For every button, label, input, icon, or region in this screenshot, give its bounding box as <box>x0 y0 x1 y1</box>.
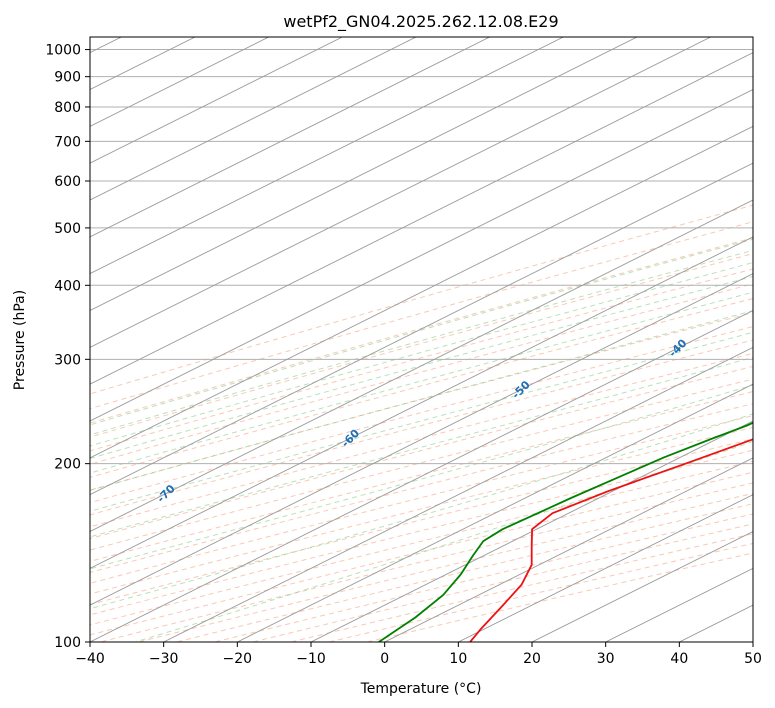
y-tick-label: 600 <box>54 174 81 190</box>
x-tick-label: −40 <box>75 651 105 667</box>
y-tick-label: 200 <box>54 457 81 473</box>
y-tick-label: 900 <box>54 70 81 86</box>
dry-adiabat-line <box>90 326 753 504</box>
isotherm-gridline <box>90 37 638 312</box>
plot-frame <box>89 36 754 643</box>
isotherm-gridline <box>90 309 753 642</box>
isotherm-gridline <box>458 494 753 642</box>
isotherm-gridline <box>90 37 343 164</box>
sounding-series <box>378 421 753 642</box>
y-tick-label: 700 <box>54 134 81 150</box>
isotherm-gridline <box>90 88 753 422</box>
y-axis: 100 200 300 400 500 600 700 800 900 1000 <box>45 43 90 651</box>
isotherm-gridline <box>90 37 417 201</box>
isotherm-gridline <box>310 420 753 642</box>
y-tick-label: 100 <box>54 635 81 651</box>
isotherm-gridline <box>90 199 753 533</box>
y-axis-label: Pressure (hPa) <box>12 290 28 390</box>
x-tick-label: 0 <box>380 651 389 667</box>
chart-title: wetPf2_GN04.2025.262.12.08.E29 <box>283 12 558 32</box>
dry-adiabat-line <box>90 253 753 438</box>
isotherm-gridline <box>90 37 490 238</box>
isotherm-gridline <box>90 52 753 385</box>
isotherm-gridline <box>90 273 753 606</box>
isotherm-gridline <box>163 346 753 642</box>
dry-adiabat-line <box>90 297 753 478</box>
x-tick-label: 20 <box>523 651 541 667</box>
y-tick-label: 500 <box>54 221 81 237</box>
y-tick-label: 400 <box>54 278 81 294</box>
isotherm-gridline <box>237 383 753 642</box>
dry-adiabat-line <box>90 339 753 516</box>
dewpoint-line <box>378 421 753 642</box>
moist-adiabat-line <box>90 249 753 436</box>
isotherm-gridline <box>90 37 711 348</box>
temperature-line <box>469 438 753 642</box>
x-tick-label: 30 <box>597 651 615 667</box>
x-tick-label: 10 <box>449 651 467 667</box>
isotherm-gridline <box>90 125 753 459</box>
x-tick-label: −10 <box>296 651 326 667</box>
y-tick-label: 300 <box>54 352 81 368</box>
x-tick-label: −20 <box>223 651 253 667</box>
dry-adiabat-line <box>90 237 753 424</box>
x-tick-label: 40 <box>670 651 688 667</box>
background-lines <box>90 37 753 642</box>
moist-adiabat-line <box>90 356 753 538</box>
isotherm-gridline <box>90 37 564 275</box>
isotherm-gridline <box>384 457 753 642</box>
y-tick-label: 800 <box>54 100 81 116</box>
isotherm-gridline <box>90 162 753 496</box>
isotherm-gridline <box>531 530 753 642</box>
isotherm-gridline <box>90 236 753 569</box>
dry-adiabat-line <box>90 365 753 540</box>
moist-adiabat-line <box>90 384 753 570</box>
x-axis-label: Temperature (°C) <box>360 681 482 697</box>
y-tick-label: 1000 <box>45 43 81 59</box>
x-tick-label: 50 <box>744 651 762 667</box>
dry-adiabat-line <box>90 378 753 551</box>
dry-adiabat-line <box>90 283 753 465</box>
x-axis: −40 −30 −20 −10 0 10 20 30 40 50 <box>75 642 762 667</box>
x-tick-label: −30 <box>149 651 179 667</box>
